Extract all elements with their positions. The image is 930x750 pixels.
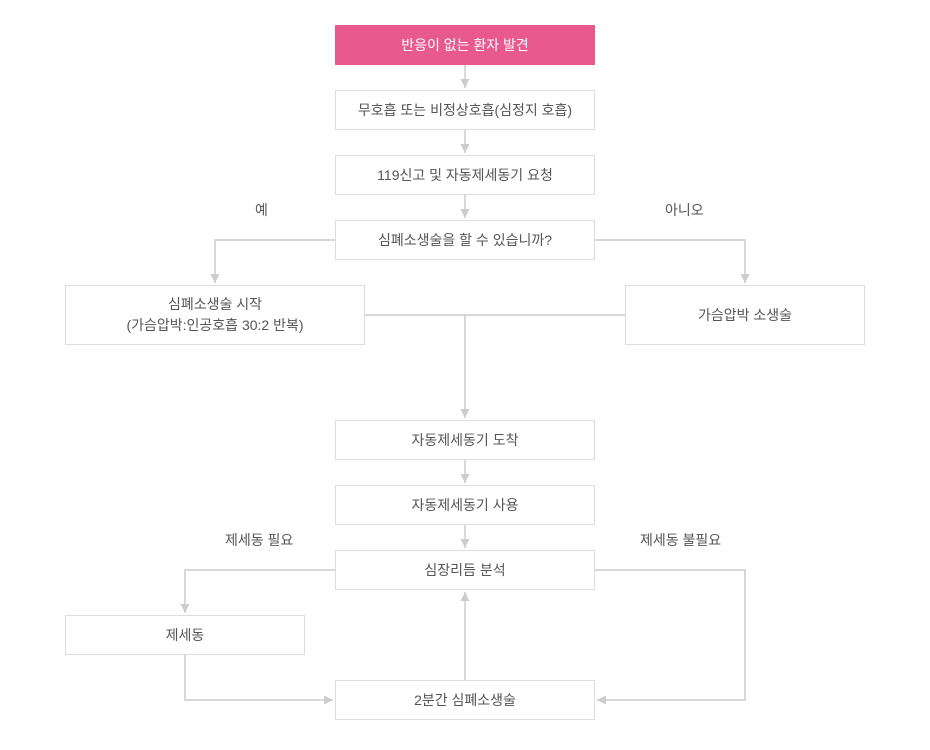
node-label: 제세동: [166, 625, 205, 646]
node-aed-use: 자동제세동기 사용: [335, 485, 595, 525]
node-compression-only: 가슴압박 소생술: [625, 285, 865, 345]
node-label: 무호흡 또는 비정상호흡(심정지 호흡): [358, 100, 572, 121]
node-label: 심장리듬 분석: [424, 560, 505, 581]
flowchart-container: 반응이 없는 환자 발견 무호흡 또는 비정상호흡(심정지 호흡) 119신고 …: [0, 0, 930, 750]
node-label: 반응이 없는 환자 발견: [401, 35, 529, 56]
node-call-119: 119신고 및 자동제세동기 요청: [335, 155, 595, 195]
node-aed-arrive: 자동제세동기 도착: [335, 420, 595, 460]
edge-label-no: 아니오: [665, 200, 704, 220]
node-start: 반응이 없는 환자 발견: [335, 25, 595, 65]
node-label: 2분간 심폐소생술: [414, 690, 516, 711]
node-2min-cpr: 2분간 심폐소생술: [335, 680, 595, 720]
node-label: 119신고 및 자동제세동기 요청: [377, 165, 553, 186]
node-label: 심폐소생술을 할 수 있습니까?: [378, 230, 552, 251]
node-breathing-check: 무호흡 또는 비정상호흡(심정지 호흡): [335, 90, 595, 130]
edge-label-shock-needed: 제세동 필요: [225, 530, 293, 550]
node-label: 가슴압박 소생술: [698, 305, 792, 326]
node-cpr-start: 심폐소생술 시작 (가슴압박:인공호흡 30:2 반복): [65, 285, 365, 345]
node-sublabel: (가슴압박:인공호흡 30:2 반복): [126, 315, 303, 336]
node-label: 심폐소생술 시작: [126, 294, 303, 315]
node-rhythm-analysis: 심장리듬 분석: [335, 550, 595, 590]
edge-label-yes: 예: [255, 200, 268, 220]
node-label: 자동제세동기 도착: [412, 430, 519, 451]
node-cpr-question: 심폐소생술을 할 수 있습니까?: [335, 220, 595, 260]
node-defibrillation: 제세동: [65, 615, 305, 655]
node-label: 자동제세동기 사용: [412, 495, 519, 516]
edge-label-no-shock: 제세동 불필요: [640, 530, 721, 550]
